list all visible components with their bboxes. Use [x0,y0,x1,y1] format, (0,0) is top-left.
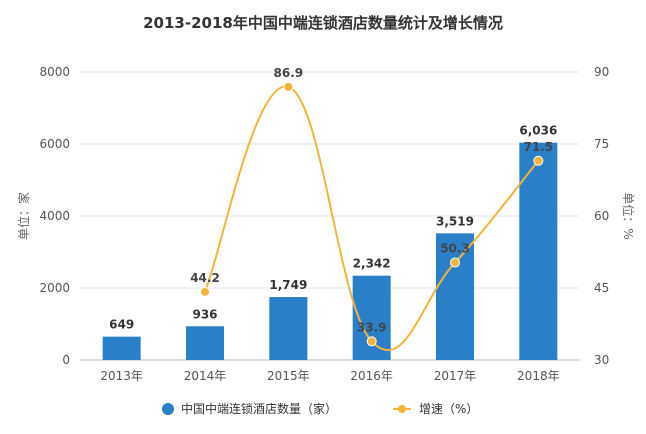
y-axis-left-label: 单位：家 [16,192,31,240]
legend-bar-label: 中国中端连锁酒店数量（家） [181,401,337,416]
x-axis: 2013年 2014年 2015年 2016年 2017年 2018年 [100,369,559,383]
legend-line-label: 增速（%） [419,402,478,416]
line-data-label: 44.2 [190,271,220,285]
bar-data-label: 6,036 [519,124,557,138]
line-series: 44.2 86.9 33.9 50.3 71.5 [190,66,554,351]
line-data-label: 33.9 [357,320,387,334]
x-tick-label: 2017年 [434,369,477,383]
bar-series: 649 936 1,749 2,342 3,519 6,036 [102,124,558,360]
x-tick-label: 2018年 [517,369,560,383]
line-data-label: 50.3 [440,242,470,256]
y-right-tick-label: 60 [594,209,609,223]
line-point [366,336,377,347]
bar-data-label: 2,342 [353,257,391,271]
y-axis-left: 0 2000 4000 6000 8000 [39,65,70,367]
line-data-label: 86.9 [274,66,304,80]
legend-bar-marker [162,403,174,415]
y-right-tick-label: 90 [594,65,609,79]
x-tick-label: 2015年 [267,369,310,383]
growth-line [204,85,540,351]
bar [519,142,558,360]
y-left-tick-label: 6000 [39,137,70,151]
gridlines [80,71,580,361]
bar [102,336,141,360]
y-left-tick-label: 2000 [39,281,70,295]
chart-title: 2013-2018年中国中端连锁酒店数量统计及增长情况 [143,14,503,32]
x-tick-label: 2016年 [350,369,393,383]
y-right-tick-label: 75 [594,137,609,151]
line-data-label: 71.5 [524,140,554,154]
x-tick-label: 2014年 [184,369,227,383]
bar-data-label: 936 [192,307,217,321]
bar-data-label: 3,519 [436,214,474,228]
bar [436,233,474,360]
y-left-tick-label: 8000 [39,65,70,79]
line-point [200,286,210,297]
line-point [533,155,544,166]
legend: 中国中端连锁酒店数量（家） 增速（%） [162,401,478,416]
legend-line-marker [398,405,406,413]
line-point [450,257,460,268]
x-tick-label: 2013年 [100,369,143,383]
bar-data-label: 1,749 [269,278,307,292]
line-point [283,81,294,92]
bar-data-label: 649 [109,318,134,332]
y-right-tick-label: 45 [594,281,609,295]
y-left-tick-label: 0 [62,353,70,367]
y-axis-right: 30 45 60 75 90 [594,65,609,367]
y-right-tick-label: 30 [594,353,609,367]
y-axis-right-label: 单位：% [621,192,636,239]
bar [186,326,224,360]
y-left-tick-label: 4000 [39,209,70,223]
bar [269,297,308,360]
